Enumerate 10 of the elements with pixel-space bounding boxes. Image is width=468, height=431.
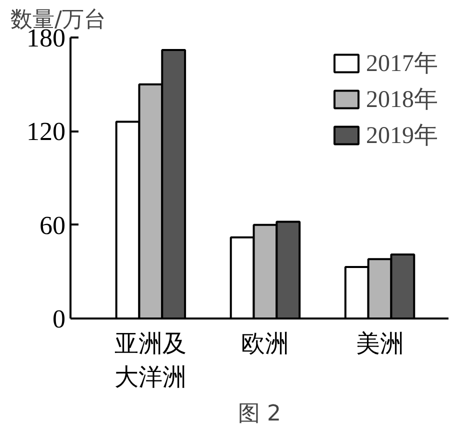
y-tick-label: 120 — [26, 117, 66, 146]
x-tick-label: 美洲 — [356, 330, 404, 358]
x-tick-label: 亚洲及大洋洲 — [114, 330, 187, 392]
legend-label: 2019年 — [366, 122, 438, 151]
legend-label: 2017年 — [366, 50, 438, 79]
y-tick-label: 60 — [40, 210, 66, 240]
caption: 图 2 — [238, 402, 282, 426]
x-tick-label: 欧洲 — [241, 330, 290, 358]
legend-label: 2018年 — [366, 86, 438, 115]
y-tick-label: 0 — [52, 304, 66, 334]
